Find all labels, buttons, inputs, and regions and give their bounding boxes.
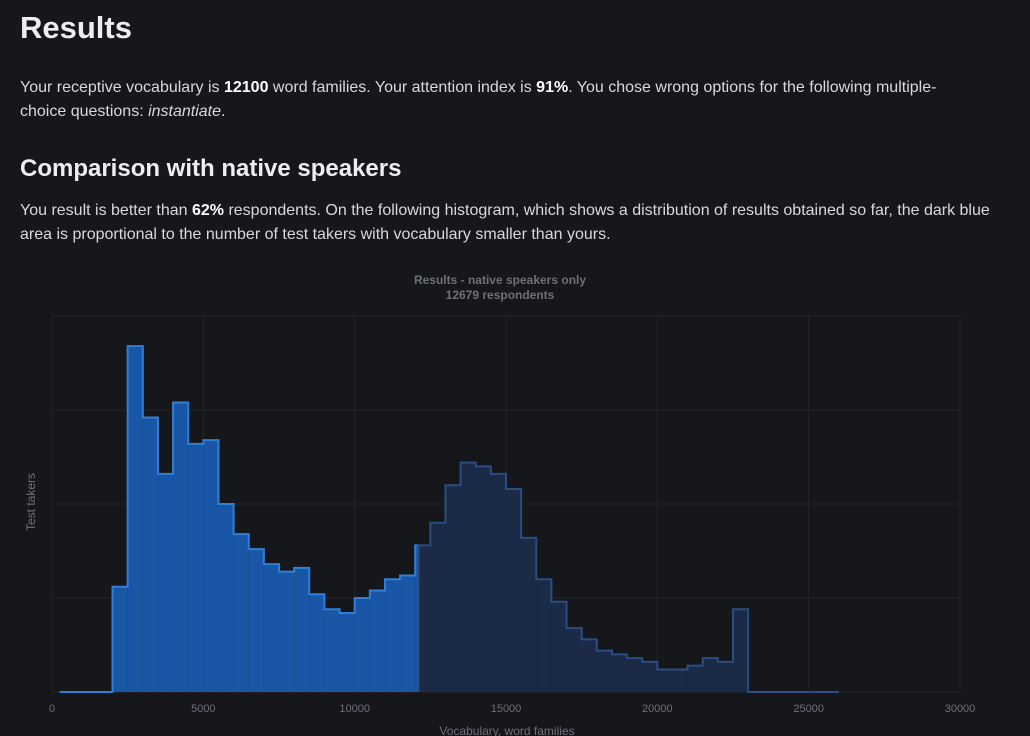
wrong-words: instantiate (148, 103, 222, 120)
attention-index: 91% (536, 79, 569, 96)
better-than-percent: 62% (191, 202, 224, 219)
histogram-bar (157, 473, 174, 692)
highlight-outline (59, 345, 420, 693)
comparison-prefix: You result is better than (20, 202, 192, 219)
histogram-bar (173, 402, 189, 692)
histogram-bar (263, 564, 279, 692)
histogram-bar (657, 669, 673, 692)
histogram-bar (506, 488, 522, 692)
x-tick-label: 10000 (339, 703, 370, 715)
histogram-bar (127, 346, 143, 692)
summary-paragraph: Your receptive vocabulary is 12100 word … (20, 76, 980, 124)
x-tick-label: 0 (49, 703, 55, 715)
histogram-bar (324, 609, 340, 692)
histogram-bar (672, 669, 688, 692)
histogram-bar (627, 658, 643, 692)
chart-subtitle: 12679 respondents (446, 288, 555, 302)
histogram-bar (233, 534, 249, 692)
histogram-bar (112, 586, 128, 692)
histogram-bar (460, 462, 476, 692)
histogram-bar (384, 579, 401, 692)
histogram-bar (218, 504, 234, 692)
histogram-bar (733, 609, 749, 692)
page-title: Results (20, 10, 132, 45)
histogram-bar (279, 571, 295, 692)
histogram-bar (339, 613, 355, 692)
histogram-chart: 0 5000 10000 15000 20000 25000 30000 Results -… (0, 264, 1030, 736)
x-tick-label: 30000 (945, 703, 976, 715)
histogram-bar (566, 628, 582, 692)
histogram-bar (475, 466, 491, 692)
histogram-bar (642, 661, 658, 692)
histogram-bar (687, 665, 703, 692)
comparison-suffix: respondents. On the following histogram,… (20, 202, 990, 243)
comparison-heading: Comparison with native speakers (20, 155, 402, 182)
x-tick-label: 25000 (793, 703, 824, 715)
histogram-bar (248, 549, 264, 692)
histogram-bar (581, 639, 597, 692)
x-tick-label: 20000 (642, 703, 673, 715)
x-tick-label: 5000 (191, 703, 215, 715)
histogram-bar (490, 473, 506, 692)
histogram-bar (354, 598, 370, 692)
histogram-bar (309, 594, 325, 692)
histogram-bar (415, 545, 419, 692)
vocabulary-size: 12100 (223, 79, 269, 96)
x-axis-label: Vocabulary, word families (439, 724, 574, 736)
histogram-bar (430, 522, 446, 692)
histogram-bar (142, 417, 158, 692)
comparison-paragraph: You result is better than 62% respondent… (20, 199, 995, 247)
histogram-bar (611, 654, 628, 692)
summary-mid1: word families. Your attention index is (268, 79, 537, 96)
rest-outline (417, 461, 839, 693)
ticks-layer: 0 5000 10000 15000 20000 25000 30000 (49, 703, 975, 715)
y-axis-label: Test takers (24, 473, 38, 531)
histogram-bar (369, 590, 385, 692)
histogram-bar (445, 485, 461, 692)
x-tick-label: 15000 (491, 703, 522, 715)
histogram-bar (188, 443, 204, 692)
histogram-bar (294, 567, 310, 692)
histogram-bar (400, 575, 416, 692)
summary-mid2: . You chose wrong options for the follow… (20, 79, 937, 120)
histogram-bar (521, 537, 537, 692)
histogram-bar (203, 440, 219, 692)
summary-suffix: . (221, 103, 226, 120)
histogram-bar (596, 650, 612, 692)
histogram-bar (717, 661, 733, 692)
summary-prefix: Your receptive vocabulary is (20, 79, 224, 96)
histogram-bar (418, 545, 431, 692)
histogram-svg: 0 5000 10000 15000 20000 25000 30000 Results -… (24, 273, 975, 736)
histogram-bar (536, 579, 552, 692)
bars-layer (59, 345, 839, 693)
histogram-bar (551, 601, 567, 692)
histogram-bar (702, 658, 718, 692)
chart-title: Results - native speakers only (414, 273, 586, 287)
